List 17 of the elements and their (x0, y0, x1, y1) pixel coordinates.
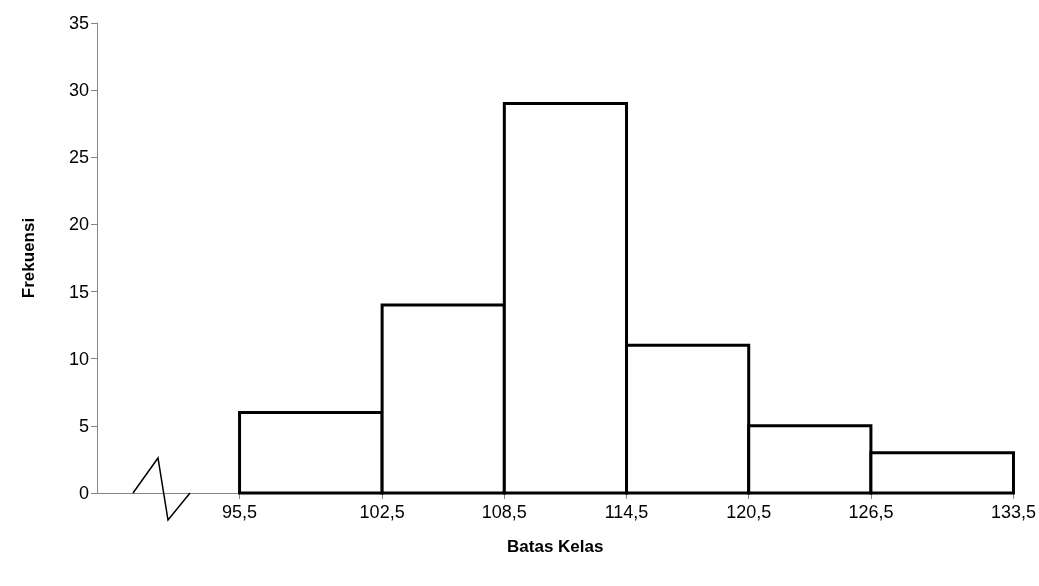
y-tick-label: 25 (68, 147, 89, 168)
x-tick-label: 108,5 (481, 502, 527, 522)
y-tick-label: 15 (68, 281, 89, 302)
y-tick-label: 10 (68, 348, 89, 369)
y-tick-label: 30 (68, 80, 89, 101)
x-axis-title: Batas Kelas (507, 537, 604, 556)
y-axis-title: Frekuensi (19, 217, 38, 299)
y-tick-label: 20 (68, 214, 89, 235)
y-tick-label: 0 (78, 483, 89, 503)
y-tick-label: 35 (68, 13, 89, 33)
x-tick-label: 126,5 (848, 502, 894, 522)
x-tick-label: 95,5 (222, 502, 258, 522)
x-tick-label: 120,5 (726, 502, 772, 522)
x-tick-label: 133,5 (990, 502, 1036, 522)
x-tick-label: 114,5 (604, 502, 649, 522)
x-tick-label: 102,5 (359, 502, 405, 522)
y-tick-label: 5 (78, 415, 89, 436)
